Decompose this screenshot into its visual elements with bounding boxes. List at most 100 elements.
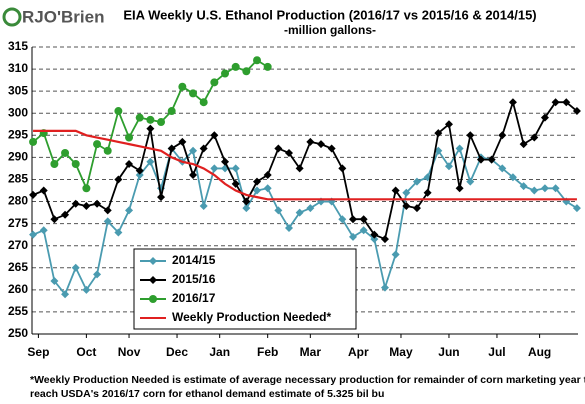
point [71,199,80,208]
chart-title: EIA Weekly U.S. Ethanol Production (2016… [123,7,536,22]
point [210,78,219,87]
point [338,215,347,224]
point [29,230,38,239]
point [50,160,59,169]
point [338,164,347,173]
legend-marker [149,295,157,303]
point [135,113,144,122]
y-tick-label: 300 [8,105,28,119]
point [359,226,368,235]
point [50,215,59,224]
point [498,131,507,140]
y-tick-label: 280 [8,194,28,208]
point [71,263,80,272]
point [189,146,198,155]
point [380,235,389,244]
y-tick-label: 270 [8,238,28,252]
point [61,210,70,219]
x-tick-label: Jun [438,345,459,359]
y-tick-label: 305 [8,83,28,97]
y-tick-label: 250 [8,326,28,340]
point [146,115,155,124]
point [423,188,432,197]
point [103,217,112,226]
point [434,129,443,138]
point [466,131,475,140]
y-tick-label: 285 [8,172,28,186]
point [93,270,102,279]
x-tick-label: Jan [209,345,230,359]
y-tick-label: 265 [8,260,28,274]
point [71,160,80,169]
x-tick-label: Mar [300,345,322,359]
point [231,62,240,71]
point [455,144,464,153]
y-tick-label: 290 [8,150,28,164]
point [61,290,70,299]
point [157,193,166,202]
point [253,56,262,65]
point [540,184,549,193]
y-tick-label: 255 [8,304,28,318]
point [39,186,48,195]
point [370,235,379,244]
x-tick-label: Feb [257,345,278,359]
x-tick-label: Oct [76,345,96,359]
point [540,113,549,122]
point [476,155,485,164]
point [263,171,272,180]
point [253,186,262,195]
point [274,206,283,215]
point [199,98,208,107]
y-tick-label: 315 [8,39,28,53]
point [530,133,539,142]
point [466,177,475,186]
point [221,69,230,78]
legend-box [133,248,357,330]
point [103,146,112,155]
point [530,186,539,195]
series-line [32,98,578,241]
y-tick-label: 275 [8,216,28,230]
point [412,177,421,186]
point [178,137,187,146]
y-tick-label: 295 [8,127,28,141]
legend-label: 2016/17 [172,291,216,305]
point [508,173,517,182]
point [103,206,112,215]
x-tick-label: May [389,345,413,359]
point [199,144,208,153]
point [61,148,70,157]
chart-subtitle: -million gallons- [284,23,376,37]
point [391,186,400,195]
x-tick-label: Sep [27,345,49,359]
point [348,215,357,224]
point [519,182,528,191]
x-tick-label: Apr [348,345,369,359]
logo-icon [2,7,22,27]
point [82,184,91,193]
point [125,160,134,169]
point [487,155,496,164]
point [125,206,134,215]
point [306,204,315,213]
point [242,197,251,206]
point [327,144,336,153]
point [146,124,155,133]
x-tick-label: Jul [488,345,505,359]
point [572,204,581,213]
legend-marker [149,276,157,284]
point [391,250,400,259]
footnote: reach USDA's 2016/17 corn for ethanol de… [30,388,384,400]
point [29,190,38,199]
point [274,144,283,153]
point [370,230,379,239]
point [114,175,123,184]
point [306,137,315,146]
x-tick-label: Dec [166,345,188,359]
point [498,164,507,173]
point [551,184,560,193]
point [380,283,389,292]
point [210,131,219,140]
